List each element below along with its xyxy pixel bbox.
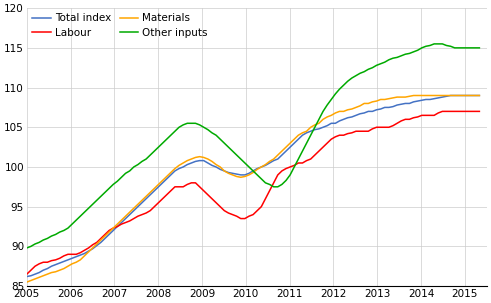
Legend: Total index, Labour, Materials, Other inputs: Total index, Labour, Materials, Other in…: [29, 10, 211, 41]
Other inputs: [476, 46, 482, 50]
Total index: [192, 160, 198, 163]
Total index: [476, 94, 482, 97]
Total index: [287, 145, 293, 149]
Labour: [234, 214, 240, 218]
Labour: [476, 110, 482, 113]
Other inputs: [139, 160, 145, 163]
Line: Labour: Labour: [27, 112, 479, 274]
Materials: [464, 94, 470, 97]
Labour: [139, 213, 145, 216]
Total index: [464, 94, 470, 97]
Line: Total index: Total index: [27, 95, 479, 277]
Materials: [287, 141, 293, 145]
Materials: [234, 175, 240, 178]
Other inputs: [192, 122, 198, 125]
Other inputs: [287, 173, 293, 177]
Labour: [127, 219, 133, 223]
Other inputs: [431, 42, 437, 46]
Total index: [234, 172, 240, 176]
Total index: [448, 94, 454, 97]
Labour: [287, 165, 293, 169]
Labour: [192, 181, 198, 185]
Total index: [139, 201, 145, 205]
Other inputs: [24, 246, 30, 250]
Line: Materials: Materials: [27, 95, 479, 282]
Materials: [24, 280, 30, 284]
Materials: [127, 210, 133, 214]
Materials: [192, 156, 198, 159]
Materials: [476, 94, 482, 97]
Labour: [464, 110, 470, 113]
Labour: [24, 272, 30, 276]
Other inputs: [234, 153, 240, 157]
Line: Other inputs: Other inputs: [27, 44, 479, 248]
Other inputs: [464, 46, 470, 50]
Total index: [24, 275, 30, 278]
Materials: [139, 198, 145, 202]
Labour: [439, 110, 445, 113]
Other inputs: [127, 169, 133, 173]
Total index: [127, 213, 133, 216]
Materials: [410, 94, 416, 97]
